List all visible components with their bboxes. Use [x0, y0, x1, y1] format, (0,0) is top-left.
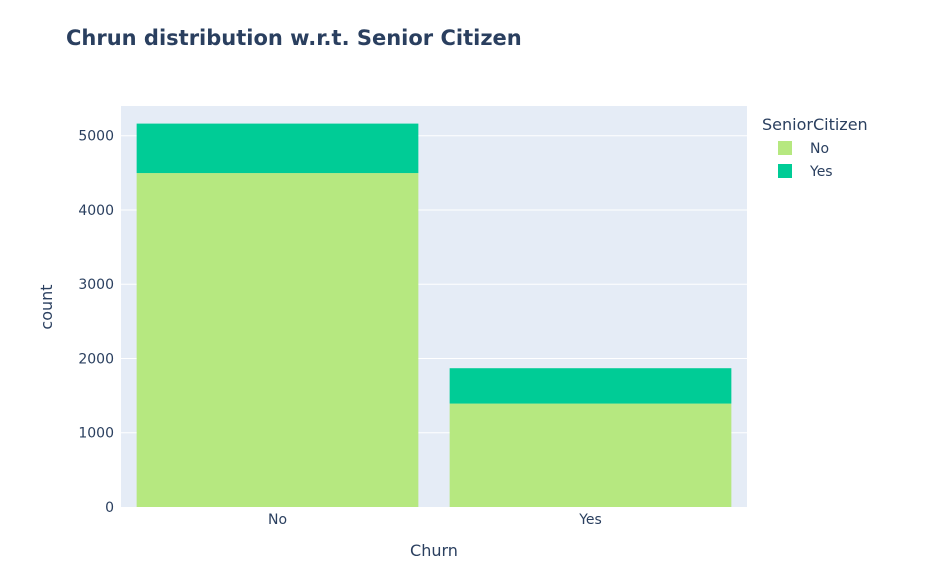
y-axis-title: count: [37, 284, 56, 329]
y-tick-label: 1000: [78, 426, 114, 442]
y-tick-label: 4000: [78, 203, 114, 219]
x-tick-label: Yes: [578, 512, 602, 528]
y-tick-label: 0: [105, 500, 114, 516]
x-tick-label: No: [268, 512, 287, 528]
legend-item-no[interactable]: No: [778, 141, 829, 157]
x-axis-title: Churn: [410, 541, 458, 560]
y-tick-label: 3000: [78, 277, 114, 293]
legend-label: No: [810, 141, 829, 157]
bar-no-senior-no[interactable]: [136, 173, 419, 508]
legend-label: Yes: [809, 164, 833, 180]
y-tick-label: 5000: [78, 129, 114, 145]
bars: [136, 123, 732, 508]
bar-yes-senior-no[interactable]: [449, 403, 732, 507]
legend-swatch: [778, 141, 792, 155]
legend-title: SeniorCitizen: [762, 115, 868, 134]
legend-swatch: [778, 164, 792, 178]
chart-title: Chrun distribution w.r.t. Senior Citizen: [66, 26, 522, 50]
legend-item-yes[interactable]: Yes: [778, 164, 833, 180]
bar-yes-senior-yes[interactable]: [449, 368, 732, 404]
y-axis-ticks: 0 1000 2000 3000 4000 5000: [78, 129, 114, 516]
bar-no-senior-yes[interactable]: [136, 123, 419, 174]
x-axis-ticks: No Yes: [268, 512, 602, 528]
y-tick-label: 2000: [78, 351, 114, 367]
legend[interactable]: SeniorCitizen No Yes: [762, 115, 868, 180]
